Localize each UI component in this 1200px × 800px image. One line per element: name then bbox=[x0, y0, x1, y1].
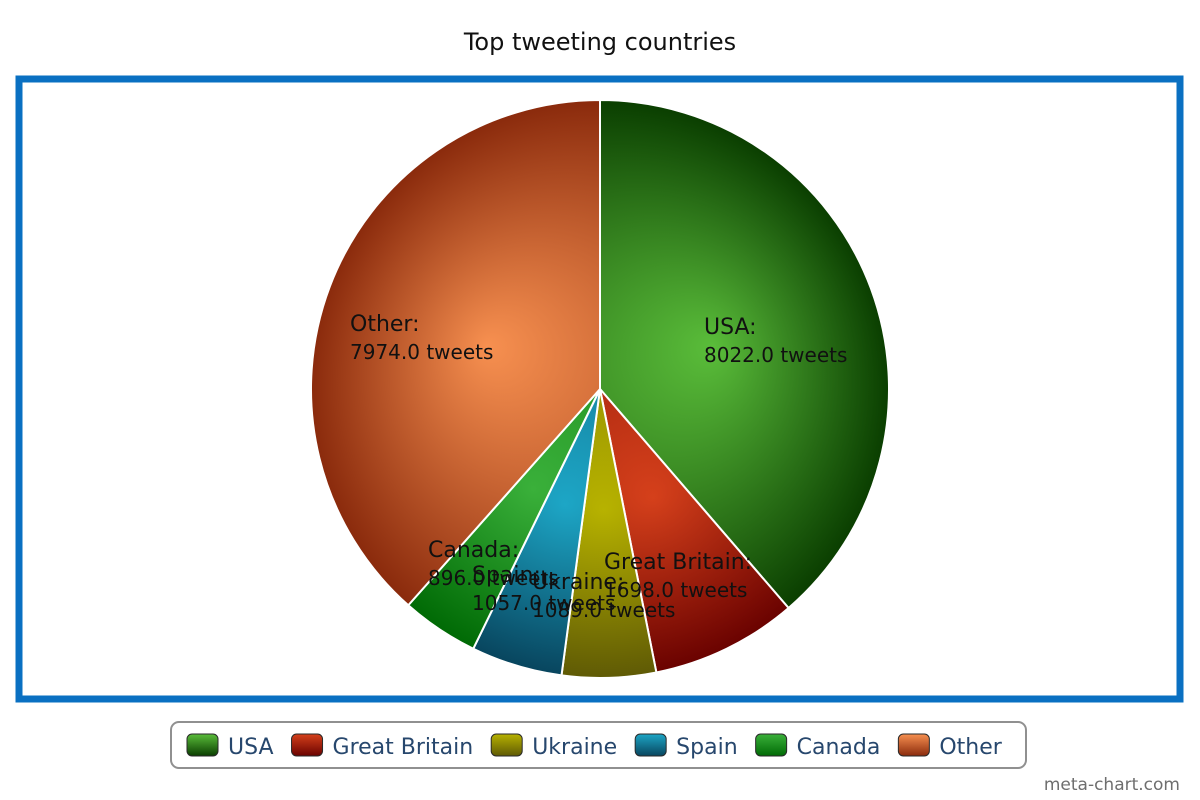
data-label-value-usa: 8022.0 tweets bbox=[704, 343, 847, 367]
data-label-name-spain: Spain: bbox=[472, 563, 541, 588]
pie-data-labels: USA: 8022.0 tweets Great Britain: 1698.0 tw… bbox=[350, 312, 847, 622]
chart-title: Top tweeting countries bbox=[463, 28, 736, 56]
data-label-name-usa: USA: bbox=[704, 315, 757, 340]
legend-swatch-great-britain bbox=[291, 733, 324, 757]
data-label-value-ukraine: 1089.0 tweets bbox=[532, 598, 675, 622]
data-label-name-other: Other: bbox=[350, 312, 420, 337]
data-label-value-spain: 1057.0 tweets bbox=[472, 591, 615, 615]
credit-text: meta-chart.com bbox=[1044, 775, 1180, 795]
legend bbox=[170, 721, 1027, 769]
data-label-value-canada: 896.0 tweets bbox=[428, 566, 559, 590]
legend-label-usa: USA bbox=[228, 735, 274, 760]
data-label-value-great-britain: 1698.0 tweets bbox=[604, 578, 747, 602]
pie-slices bbox=[310, 98, 890, 679]
legend-label-ukraine: Ukraine bbox=[532, 735, 617, 760]
legend-swatch-spain bbox=[634, 733, 667, 757]
legend-items: USA Great Britain Ukraine Spain Canada Other bbox=[186, 733, 1003, 760]
legend-label-canada: Canada bbox=[797, 735, 881, 760]
legend-swatch-canada bbox=[755, 733, 788, 757]
legend-swatch-other bbox=[897, 733, 930, 757]
legend-swatch-ukraine bbox=[490, 733, 523, 757]
data-label-value-other: 7974.0 tweets bbox=[350, 340, 493, 364]
legend-swatch-usa bbox=[186, 733, 219, 757]
data-label-name-canada: Canada: bbox=[428, 538, 519, 563]
pie-slice-usa bbox=[599, 98, 890, 610]
legend-label-other: Other bbox=[939, 735, 1002, 760]
legend-label-spain: Spain bbox=[676, 735, 737, 760]
pie-slice-great-britain bbox=[598, 385, 790, 674]
pie-slice-other bbox=[310, 98, 601, 607]
data-label-name-ukraine: Ukraine: bbox=[532, 570, 624, 595]
data-label-name-great-britain: Great Britain: bbox=[604, 550, 752, 575]
legend-label-great-britain: Great Britain bbox=[333, 735, 474, 760]
